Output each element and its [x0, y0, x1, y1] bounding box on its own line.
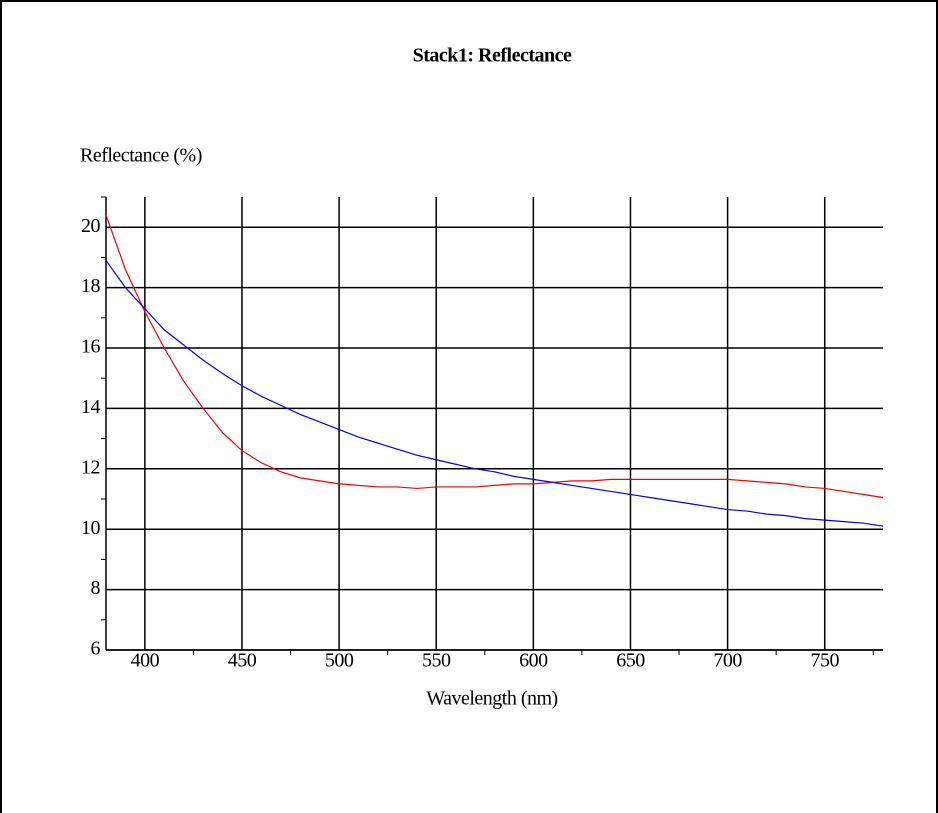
y-tick-label: 10 — [81, 517, 101, 539]
series-line — [105, 260, 884, 527]
x-axis-label: Wavelength (nm) — [426, 688, 557, 710]
y-tick-label: 6 — [91, 638, 101, 660]
y-tick-label: 18 — [81, 275, 101, 297]
series-line — [105, 214, 884, 499]
y-axis-label: Reflectance (%) — [80, 145, 202, 167]
x-tick-label: 500 — [325, 650, 354, 672]
x-tick-label: 650 — [616, 650, 645, 672]
chart-title: Stack1: Reflectance — [413, 45, 572, 67]
x-tick-label: 750 — [810, 650, 839, 672]
x-tick-label: 400 — [131, 650, 160, 672]
x-tick-label: 450 — [228, 650, 257, 672]
y-tick-label: 20 — [81, 215, 101, 237]
x-tick-label: 700 — [713, 650, 742, 672]
y-tick-label: 8 — [91, 577, 101, 599]
x-tick-label: 600 — [519, 650, 548, 672]
y-tick-label: 14 — [81, 396, 101, 418]
y-tick-label: 16 — [81, 336, 101, 358]
y-tick-label: 12 — [81, 456, 100, 478]
x-tick-label: 550 — [422, 650, 451, 672]
